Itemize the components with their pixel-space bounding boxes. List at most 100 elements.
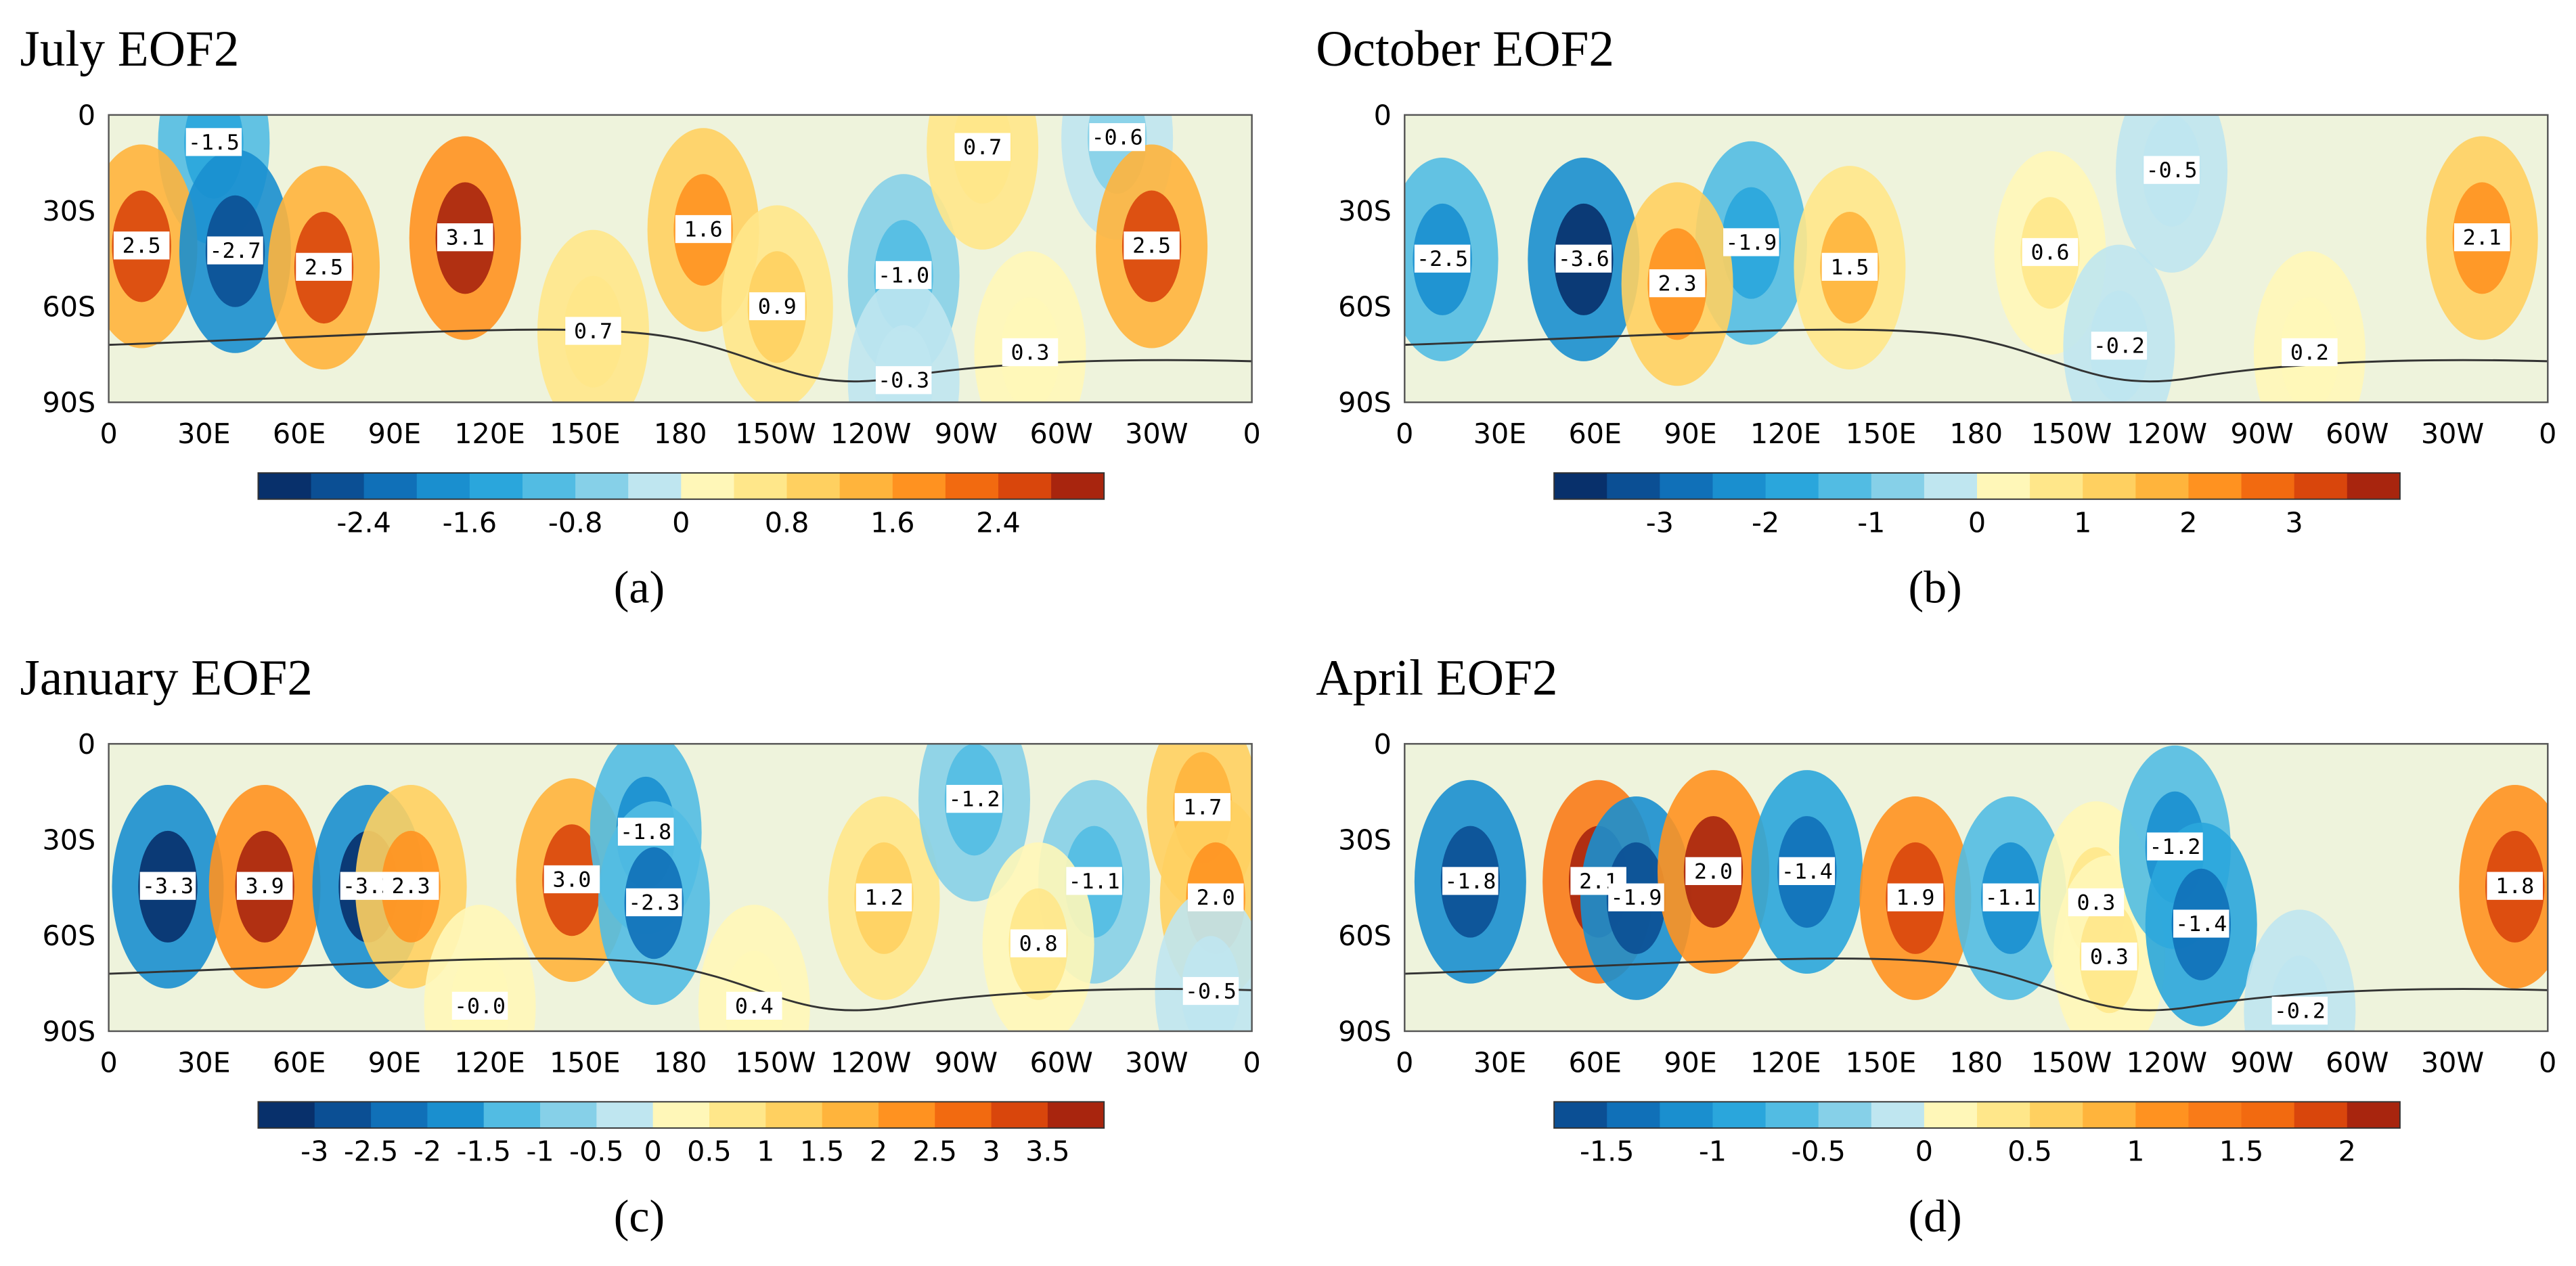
panel-caption: (b) [1909, 562, 1962, 613]
colorbar-tick-label: -1 [1857, 506, 1885, 539]
contour-label: -1.4 [1781, 859, 1833, 884]
colorbar-cell [2030, 1102, 2083, 1129]
contour-label: -1.9 [1725, 231, 1777, 255]
contour-label-box [2068, 888, 2125, 917]
colorbar-tick-label: 3.5 [1025, 1135, 1070, 1168]
colorbar-cell [2347, 1102, 2401, 1129]
colorbar-cell [314, 1102, 372, 1129]
x-tick-label: 0 [99, 417, 117, 450]
contour-label: 1.9 [1896, 886, 1935, 910]
contour-label: -2.7 [210, 239, 261, 263]
contour-label: 0.3 [2090, 945, 2129, 969]
contour-label-box [875, 366, 932, 394]
colorbar-cell [596, 1102, 654, 1129]
contour-label-box [875, 261, 932, 290]
panel-title: April EOF2 [1316, 650, 1557, 706]
colorbar-tick-label: 2 [2338, 1135, 2356, 1168]
contour-label-box [2081, 942, 2137, 971]
contour-label-box [1182, 976, 1239, 1005]
contour-label-box [543, 865, 600, 894]
contour-label-box [1555, 244, 1612, 273]
contour-label-box [2022, 238, 2079, 267]
colorbar-cell [540, 1102, 598, 1129]
colorbar-tick-label: 0 [644, 1135, 662, 1168]
colorbar-cell [469, 472, 523, 499]
colorbar-tick-label: -0.5 [1791, 1135, 1846, 1168]
contour-label: 3.0 [552, 867, 591, 892]
y-tick-label: 90S [1338, 386, 1392, 419]
colorbar-tick-label: 1.5 [2219, 1135, 2264, 1168]
x-tick-label: 120E [1750, 417, 1821, 450]
contour-label: -1.2 [949, 788, 1000, 812]
contour-label: 0.3 [2077, 890, 2115, 915]
coastline [108, 957, 1252, 1012]
contour-label: -0.0 [454, 994, 506, 1018]
colorbar-cell [2294, 1102, 2348, 1129]
contour-label: -1.9 [1610, 886, 1662, 910]
contour-label: -1.4 [2175, 912, 2227, 936]
contour-label-box [954, 133, 1011, 161]
colorbar-tick-label: 1 [2074, 506, 2091, 539]
contour-label-box [382, 872, 439, 900]
y-tick-label: 30S [1338, 823, 1392, 856]
contour-label-box [2173, 909, 2229, 938]
y-tick-label: 30S [1338, 195, 1392, 227]
x-tick-label: 180 [1949, 1047, 2003, 1079]
contour-label-box [749, 292, 805, 321]
x-tick-label: 0 [1396, 1047, 1413, 1079]
contour-label-box [675, 214, 732, 244]
x-tick-label: 0 [99, 1047, 117, 1079]
x-tick-label: 150E [550, 1047, 621, 1079]
colorbar-cell [1712, 472, 1767, 499]
contour-label: 3.1 [446, 226, 485, 250]
colorbar-cell [427, 1102, 485, 1129]
contour-label-box [1608, 883, 1664, 911]
colorbar-tick-label: -2.4 [336, 506, 391, 539]
x-tick-label: 60W [2326, 1047, 2389, 1079]
contour-label-box [856, 883, 912, 911]
contour-label: 1.5 [1830, 255, 1869, 279]
panel-caption: (d) [1909, 1190, 1962, 1242]
y-tick-label: 90S [43, 1016, 96, 1048]
y-tick-label: 60S [43, 291, 96, 323]
y-tick-label: 90S [43, 386, 96, 419]
colorbar-cell [258, 472, 312, 499]
contour-label: 1.8 [2495, 874, 2534, 899]
contour-label-box [236, 872, 293, 900]
contour-label-box [1089, 123, 1145, 152]
y-tick-label: 0 [1374, 99, 1392, 131]
colorbar-cell [1977, 472, 2030, 499]
colorbar-frame [257, 472, 1105, 500]
y-tick-label: 60S [1338, 291, 1392, 323]
colorbar-cell [1924, 472, 1978, 499]
panel-title: October EOF2 [1316, 21, 1614, 77]
x-tick-label: 150W [735, 1047, 816, 1079]
contour-label-box [2147, 832, 2203, 861]
contour-label: -1.8 [620, 820, 671, 844]
colorbar-cell [1047, 1102, 1105, 1129]
colorbar-cell [1554, 472, 1607, 499]
contour-label: 2.0 [1694, 859, 1733, 884]
colorbar-cell [1765, 1102, 1819, 1129]
colorbar-cell [1554, 1102, 1607, 1129]
contour-label-box [1821, 252, 1878, 281]
contour-label-box [946, 784, 1002, 813]
contour-label: -0.3 [878, 369, 929, 393]
x-tick-label: 120W [830, 417, 912, 450]
y-tick-label: 0 [78, 728, 95, 761]
colorbar-tick-label: 0.5 [2007, 1135, 2052, 1168]
map-frame [1404, 743, 2549, 1033]
contour-label: 1.7 [1183, 796, 1222, 820]
colorbar-tick-label: 3 [982, 1135, 1000, 1168]
x-tick-label: 150W [2031, 1047, 2112, 1079]
map-frame [1404, 114, 2549, 403]
x-tick-label: 0 [1396, 417, 1413, 450]
colorbar-cell [371, 1102, 428, 1129]
y-tick-label: 30S [43, 823, 96, 856]
x-tick-label: 30E [177, 417, 231, 450]
x-tick-label: 0 [2539, 417, 2556, 450]
colorbar-cell [575, 472, 629, 499]
coastline [1404, 957, 2548, 1012]
colorbar-tick-label: -2 [1752, 506, 1779, 539]
